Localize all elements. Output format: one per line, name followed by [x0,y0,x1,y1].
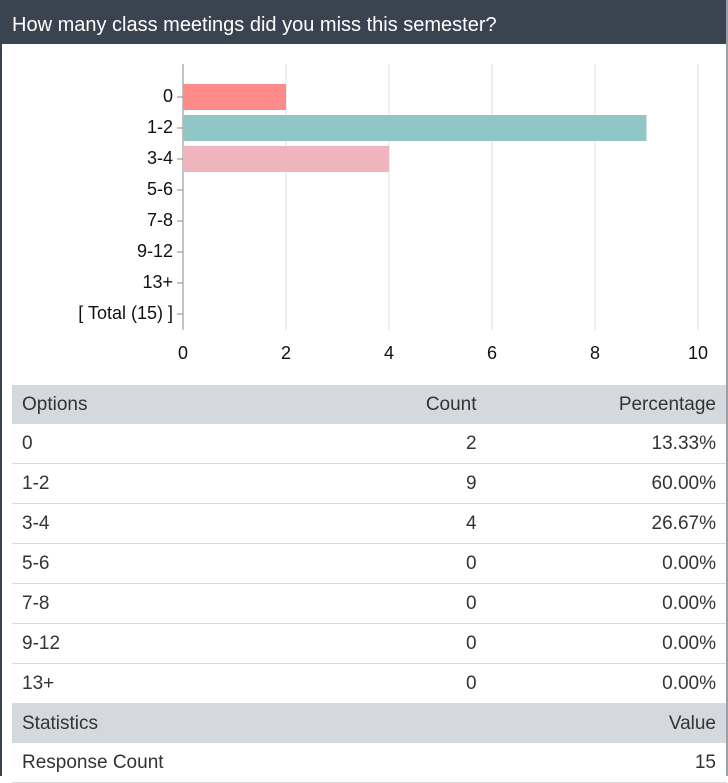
table-row: 5-6 0 0.00% [12,543,726,584]
table-cell: 2 [342,424,487,464]
table-cell: Count [342,385,487,424]
y-tick-label: [ Total (15) ] [78,303,173,323]
table-cell: 15 [342,743,726,783]
x-tick-label: 4 [384,343,394,363]
table-cell: 26.67% [486,503,726,544]
chart: 0 2 4 6 8 10 0 1-2 3-4 5-6 7-8 9-12 13+ [ Total (15) … [78,64,708,363]
table-cell: Statistics [12,703,343,743]
table-cell: 7-8 [12,583,343,624]
bar [183,115,647,141]
x-tick-label: 2 [281,343,291,363]
y-tick-label: 3-4 [147,148,173,168]
question-title: How many class meetings did you miss thi… [2,0,726,44]
table-cell: 0 [342,583,487,624]
y-tick-label: 0 [163,86,173,106]
table-cell: 0.00% [486,543,726,584]
bar [183,84,286,110]
table-row: 7-8 0 0.00% [12,583,726,624]
table-cell: 4 [342,503,487,544]
table-cell: 5-6 [12,543,343,584]
table-row: 9-12 0 0.00% [12,623,726,664]
table-cell: Percentage [486,385,726,424]
table-cell: 3-4 [12,503,343,544]
results-table: Options Count Percentage 0 2 13.33% 1-2 9 60.00%… [12,385,726,783]
table-cell: 0 [342,623,487,664]
table-cell: 13.33% [486,424,726,464]
table-row: Statistics Value [12,703,726,743]
x-tick-label: 0 [178,343,188,363]
table-cell: Options [12,385,343,424]
x-tick-label: 10 [688,343,708,363]
table-cell: 0.00% [486,583,726,624]
table-cell: 13+ [12,663,343,704]
x-tick-label: 6 [487,343,497,363]
y-tick-label: 5-6 [147,179,173,199]
table-cell: 0 [12,424,343,464]
table-row: 13+ 0 0.00% [12,663,726,704]
table-cell: 60.00% [486,463,726,504]
table-row: 1-2 9 60.00% [12,463,726,504]
table-cell: 0.00% [486,663,726,704]
table-cell: 9-12 [12,623,343,664]
table-row: Response Count 15 [12,743,726,783]
table-cell: 0 [342,543,487,584]
table-row: 3-4 4 26.67% [12,503,726,544]
bar [183,146,389,172]
table-cell: 9 [342,463,487,504]
y-tick-label: 13+ [142,272,173,292]
table-row: Options Count Percentage [12,385,726,424]
y-tick-label: 9-12 [137,241,173,261]
x-tick-label: 8 [590,343,600,363]
table-cell: Response Count [12,743,343,783]
y-tick-label: 1-2 [147,117,173,137]
table-cell: 0.00% [486,623,726,664]
table-cell: 1-2 [12,463,343,504]
table-cell: 0 [342,663,487,704]
table-row: 0 2 13.33% [12,424,726,464]
y-tick-label: 7-8 [147,210,173,230]
table-cell: Value [342,703,726,743]
